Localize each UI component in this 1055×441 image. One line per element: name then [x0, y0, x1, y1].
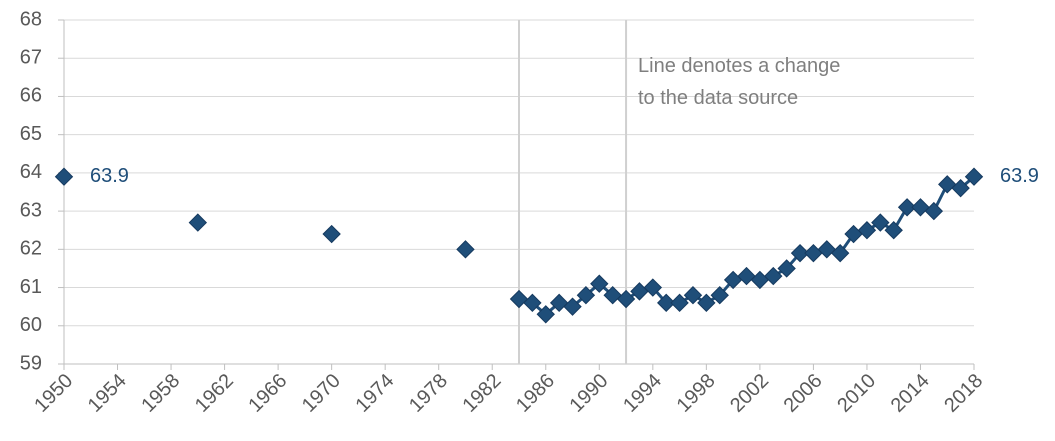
marker: [523, 293, 542, 313]
y-tick-label: 65: [20, 123, 42, 145]
marker: [630, 282, 649, 301]
y-tick-label: 67: [20, 47, 42, 69]
x-tick-label: 1998: [673, 370, 720, 417]
marker: [670, 293, 689, 313]
x-tick-label: 1978: [405, 370, 452, 417]
annotation: Line denotes a change to the data source: [638, 55, 841, 109]
marker: [563, 297, 582, 316]
marker: [938, 175, 957, 194]
marker: [924, 201, 944, 221]
marker: [857, 221, 877, 240]
marker: [322, 224, 341, 244]
x-tick-label: 2014: [887, 370, 934, 417]
marker: [911, 198, 930, 217]
y-tick-label: 64: [20, 161, 42, 183]
data-label: 63.9: [90, 165, 129, 187]
x-tick-label: 1970: [298, 370, 345, 417]
x-tick-label: 1986: [512, 370, 559, 417]
marker: [616, 289, 636, 309]
y-tick-label: 62: [20, 238, 42, 260]
marker: [509, 289, 529, 309]
marker: [456, 240, 475, 259]
marker: [817, 240, 836, 259]
x-tick-label: 1982: [458, 370, 505, 417]
marker: [536, 305, 555, 324]
x-tick-label: 2018: [940, 370, 987, 417]
marker: [603, 286, 622, 305]
marker: [188, 213, 208, 232]
x-tick-label: 2006: [780, 370, 827, 417]
marker: [697, 293, 716, 313]
x-tick-label: 1966: [244, 370, 291, 417]
marker: [683, 286, 703, 305]
x-tick-label: 1962: [191, 370, 238, 417]
marker: [737, 266, 756, 286]
marker: [590, 274, 609, 293]
marker: [871, 213, 890, 232]
y-tick-label: 66: [20, 85, 42, 107]
marker: [710, 286, 729, 305]
x-tick-label: 1994: [619, 370, 666, 417]
marker: [897, 198, 917, 217]
marker: [657, 293, 676, 313]
y-tick-label: 63: [20, 199, 42, 221]
marker: [951, 178, 970, 198]
y-tick-label: 59: [20, 352, 42, 374]
marker: [764, 266, 783, 286]
marker: [844, 224, 863, 244]
x-tick-label: 1974: [351, 370, 398, 417]
x-tick-label: 2010: [833, 370, 880, 417]
marker: [750, 270, 770, 290]
x-tick-label: 2002: [726, 370, 773, 417]
marker: [964, 167, 984, 186]
y-tick-label: 60: [20, 314, 42, 336]
x-tick-label: 1990: [566, 370, 613, 417]
marker: [804, 243, 823, 263]
x-tick-label: 1958: [137, 370, 184, 417]
marker: [54, 167, 74, 186]
marker: [830, 243, 850, 263]
marker: [723, 270, 743, 290]
marker: [777, 259, 796, 278]
data-label: 63.9: [1000, 165, 1039, 187]
marker: [790, 243, 810, 263]
marker: [576, 286, 596, 305]
x-tick-label: 1950: [30, 370, 77, 417]
x-tick-label: 1954: [84, 370, 131, 417]
y-tick-label: 68: [20, 8, 42, 30]
marker: [643, 278, 663, 297]
y-tick-label: 61: [20, 276, 42, 298]
marker: [884, 221, 903, 240]
marker: [549, 293, 569, 313]
